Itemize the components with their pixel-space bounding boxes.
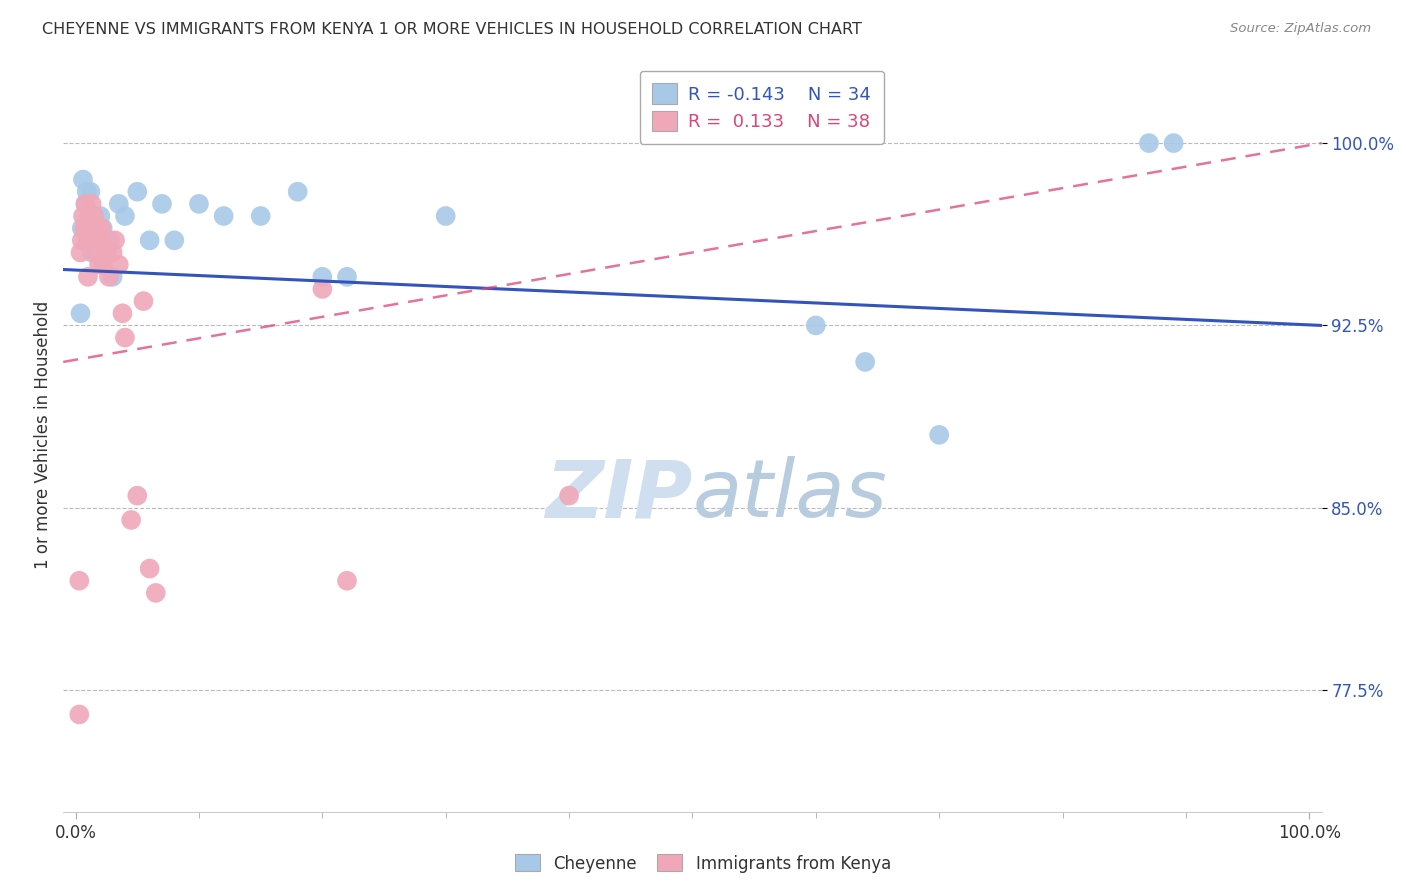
Legend: Cheyenne, Immigrants from Kenya: Cheyenne, Immigrants from Kenya (509, 847, 897, 880)
Point (79, 221, 101, 235)
Point (91, 221, 114, 235)
Point (138, 561, 160, 575)
Point (72, 209, 94, 223)
Point (928, 428, 950, 442)
Point (336, 574, 359, 588)
Point (73, 221, 96, 235)
Point (127, 489, 149, 503)
Point (67, 574, 90, 588)
Legend: R = -0.143    N = 34, R =  0.133    N = 38: R = -0.143 N = 34, R = 0.133 N = 38 (640, 70, 884, 145)
Point (558, 489, 581, 503)
Point (212, 209, 235, 223)
Point (132, 294, 155, 309)
Point (84, 245, 107, 260)
Point (101, 245, 124, 260)
Point (163, 233, 186, 247)
Point (96, 245, 118, 260)
Point (1137, 136, 1160, 150)
Point (114, 209, 136, 223)
Point (67, 707, 90, 722)
Point (97, 269, 120, 284)
Point (72, 172, 94, 186)
Point (77, 209, 100, 223)
Point (90, 221, 112, 235)
Point (804, 318, 827, 333)
Point (311, 269, 333, 284)
Point (86, 233, 108, 247)
Point (830, 124, 852, 138)
Point (145, 586, 167, 600)
Point (311, 282, 333, 296)
Point (77, 269, 100, 284)
Point (87, 221, 110, 235)
Point (120, 513, 142, 527)
Y-axis label: 1 or more Vehicles in Household: 1 or more Vehicles in Household (34, 301, 52, 569)
Point (91, 258, 114, 272)
Point (89, 209, 111, 223)
Point (70, 233, 93, 247)
Point (287, 185, 309, 199)
Point (89, 233, 111, 247)
Point (77, 233, 100, 247)
Point (127, 185, 149, 199)
Point (77, 233, 100, 247)
Text: atlas: atlas (693, 456, 887, 534)
Point (76, 221, 98, 235)
Point (82, 233, 104, 247)
Point (83, 209, 105, 223)
Point (98, 233, 121, 247)
Text: CHEYENNE VS IMMIGRANTS FROM KENYA 1 OR MORE VEHICLES IN HOUSEHOLD CORRELATION CH: CHEYENNE VS IMMIGRANTS FROM KENYA 1 OR M… (42, 22, 862, 37)
Point (1163, 136, 1185, 150)
Point (80, 245, 103, 260)
Point (80, 197, 103, 211)
Point (249, 209, 271, 223)
Point (87, 258, 110, 272)
Point (434, 209, 457, 223)
Point (69, 306, 91, 320)
Point (114, 330, 136, 344)
Point (107, 197, 129, 211)
Point (75, 197, 97, 211)
Point (138, 233, 160, 247)
Point (853, 355, 876, 369)
Point (79, 185, 101, 199)
Point (150, 197, 173, 211)
Point (84, 221, 107, 235)
Point (107, 258, 129, 272)
Point (188, 197, 211, 211)
Point (111, 306, 134, 320)
Text: ZIP: ZIP (546, 456, 693, 534)
Point (75, 197, 97, 211)
Point (83, 209, 105, 223)
Text: Source: ZipAtlas.com: Source: ZipAtlas.com (1230, 22, 1371, 36)
Point (104, 233, 127, 247)
Point (336, 269, 359, 284)
Point (70, 221, 93, 235)
Point (87, 221, 110, 235)
Point (96, 245, 118, 260)
Point (69, 245, 91, 260)
Point (101, 269, 124, 284)
Point (76, 185, 98, 199)
